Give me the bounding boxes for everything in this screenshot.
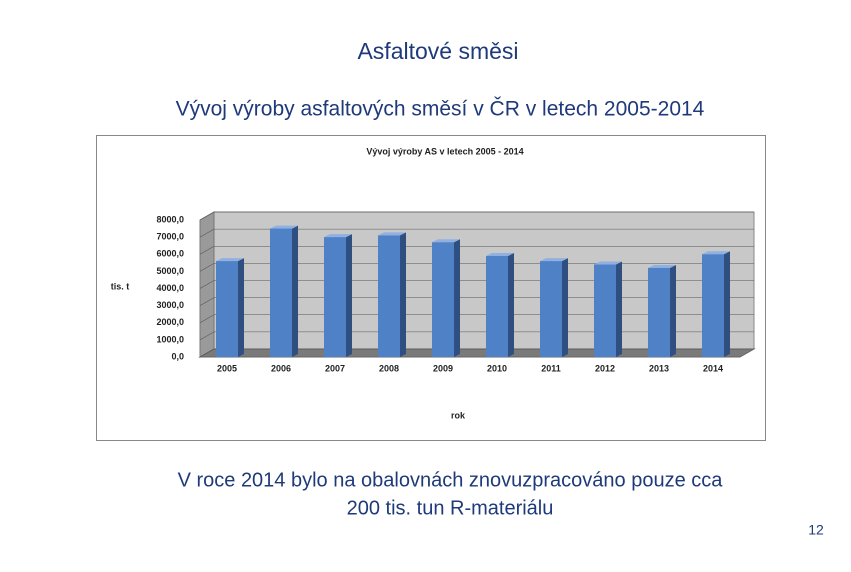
bar [432,242,454,357]
y-tick-label: 3000,0 [156,300,184,310]
bar-side [724,251,730,357]
bar-side [400,232,406,357]
bar-side [508,252,514,357]
note-line: V roce 2014 bylo na obalovnách znovuzpra… [178,469,724,491]
bar [324,237,346,357]
grid-line [199,314,754,324]
bar [702,254,724,357]
bar-side [562,258,568,357]
bar-top [540,258,568,262]
bar [540,261,562,357]
x-tick-label: 2007 [325,363,345,373]
x-tick-label: 2014 [703,363,723,373]
bar [486,255,508,357]
chart-title: Vývoj výroby AS v letech 2005 - 2014 [366,146,523,156]
y-axis-label: tis. t [111,281,130,291]
page-number: 12 [808,522,824,538]
x-tick-label: 2013 [649,363,669,373]
x-tick-label: 2011 [541,363,561,373]
grid-line [199,245,754,255]
grid-line [199,331,754,341]
bar-top [702,251,730,255]
grid-line [199,297,754,306]
x-axis-label: rok [451,410,466,420]
y-tick-label: 0,0 [171,351,184,361]
y-tick-label: 1000,0 [156,334,184,344]
x-tick-label: 2009 [433,363,453,373]
grid-line [199,211,754,221]
bar-top [594,261,622,265]
grid-line [199,263,754,272]
x-tick-label: 2008 [379,363,399,373]
bar-top [486,252,514,256]
y-tick-label: 5000,0 [156,266,184,276]
bar-side [346,234,352,357]
x-tick-label: 2005 [217,363,237,373]
y-tick-label: 8000,0 [156,214,184,224]
y-tick-label: 2000,0 [156,317,184,327]
bar-top [216,258,244,262]
bar [378,235,400,357]
x-tick-label: 2010 [487,363,507,373]
y-tick-label: 4000,0 [156,283,184,293]
note-line: 200 tis. tun R-materiálu [347,497,554,519]
bar-side [670,264,676,357]
bar-top [648,264,676,268]
y-tick-label: 7000,0 [156,232,184,242]
bar-top [378,232,406,236]
bar [216,261,238,357]
grid-line [199,280,754,289]
bar [594,264,616,357]
plot: 0,0 1000,0 2000,0 3000,0 4000,0 5000,0 6000,0 7… [156,211,756,373]
grid-line [199,228,754,238]
slide-title: Asfaltové směsi [357,38,518,64]
bar-side [292,225,298,357]
y-tick-label: 6000,0 [156,249,184,259]
bar-side [616,261,622,357]
bar-side [454,239,460,357]
x-tick-label: 2006 [271,363,291,373]
slide-subtitle: Vývoj výroby asfaltových směsí v ČR v le… [176,98,705,121]
bar-top [270,225,298,229]
grid-line [199,348,754,358]
bar [270,228,292,357]
x-tick-label: 2012 [595,363,615,373]
bar-top [432,239,460,243]
bar-top [324,234,352,238]
bar [648,267,670,357]
bar-side [238,258,244,357]
